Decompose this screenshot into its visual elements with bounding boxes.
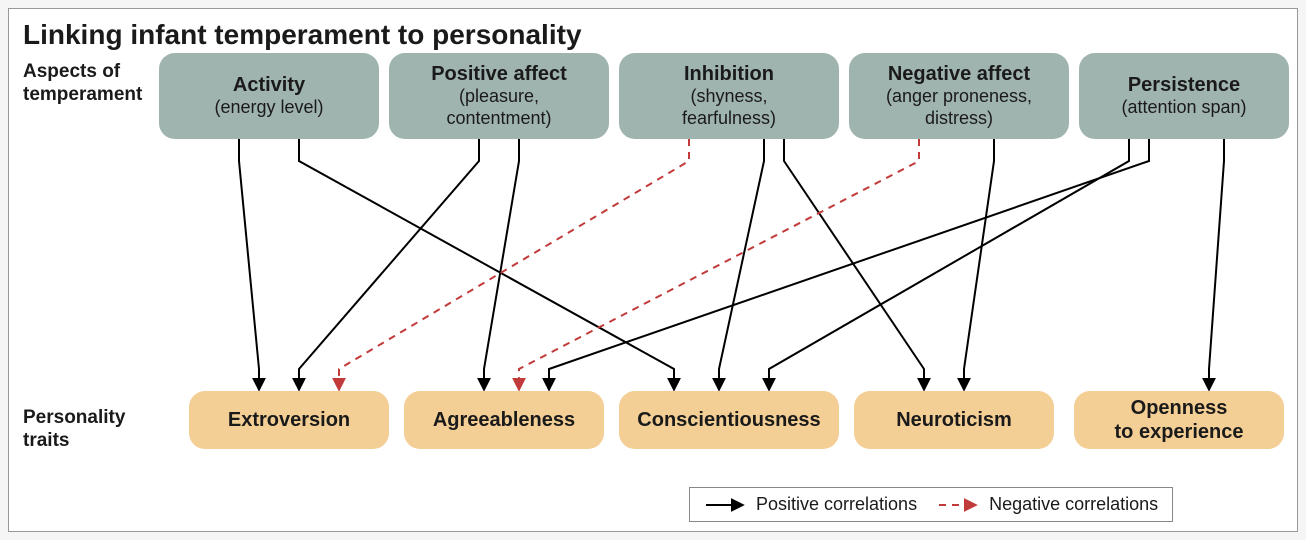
temperament-subtitle: (anger proneness,distress) <box>886 86 1032 129</box>
temperament-subtitle: (shyness,fearfulness) <box>682 86 776 129</box>
trait-title: Agreeableness <box>433 408 575 432</box>
trait-box-open: Opennessto experience <box>1074 391 1284 449</box>
temperament-subtitle: (energy level) <box>214 97 323 119</box>
trait-title: Opennessto experience <box>1115 396 1244 444</box>
temperament-title: Negative affect <box>888 62 1030 86</box>
row-label-personality: Personalitytraits <box>23 407 125 453</box>
edge-posaffect-to-agree <box>484 139 519 389</box>
edge-activity-to-extro <box>239 139 259 389</box>
diagram-canvas: Linking infant temperament to personalit… <box>8 8 1298 532</box>
diagram-title: Linking infant temperament to personalit… <box>23 19 582 51</box>
temperament-box-negaffect: Negative affect(anger proneness,distress… <box>849 53 1069 139</box>
edge-inhibition-to-neuro <box>784 139 924 389</box>
legend-positive: Positive correlations <box>704 494 917 515</box>
edge-persist-to-agree <box>549 139 1149 389</box>
trait-title: Neuroticism <box>896 408 1012 432</box>
edge-activity-to-consc <box>299 139 674 389</box>
temperament-box-posaffect: Positive affect(pleasure,contentment) <box>389 53 609 139</box>
edge-inhibition-to-extro <box>339 139 689 389</box>
legend-positive-label: Positive correlations <box>756 494 917 515</box>
temperament-box-persist: Persistence(attention span) <box>1079 53 1289 139</box>
temperament-title: Activity <box>233 73 305 97</box>
trait-box-agree: Agreeableness <box>404 391 604 449</box>
edge-inhibition-to-consc <box>719 139 764 389</box>
temperament-box-inhibition: Inhibition(shyness,fearfulness) <box>619 53 839 139</box>
edge-negaffect-to-agree <box>519 139 919 389</box>
temperament-title: Positive affect <box>431 62 567 86</box>
temperament-title: Persistence <box>1128 73 1240 97</box>
trait-title: Conscientiousness <box>637 408 820 432</box>
temperament-title: Inhibition <box>684 62 774 86</box>
legend: Positive correlations Negative correlati… <box>689 487 1173 522</box>
edge-persist-to-consc <box>769 139 1129 389</box>
temperament-subtitle: (pleasure,contentment) <box>446 86 551 129</box>
legend-negative-label: Negative correlations <box>989 494 1158 515</box>
trait-title: Extroversion <box>228 408 350 432</box>
temperament-box-activity: Activity(energy level) <box>159 53 379 139</box>
edge-negaffect-to-neuro <box>964 139 994 389</box>
edge-persist-to-open <box>1209 139 1224 389</box>
row-label-temperament: Aspects oftemperament <box>23 61 142 107</box>
trait-box-extro: Extroversion <box>189 391 389 449</box>
edge-posaffect-to-extro <box>299 139 479 389</box>
temperament-subtitle: (attention span) <box>1121 97 1246 119</box>
legend-negative: Negative correlations <box>937 494 1158 515</box>
trait-box-consc: Conscientiousness <box>619 391 839 449</box>
trait-box-neuro: Neuroticism <box>854 391 1054 449</box>
